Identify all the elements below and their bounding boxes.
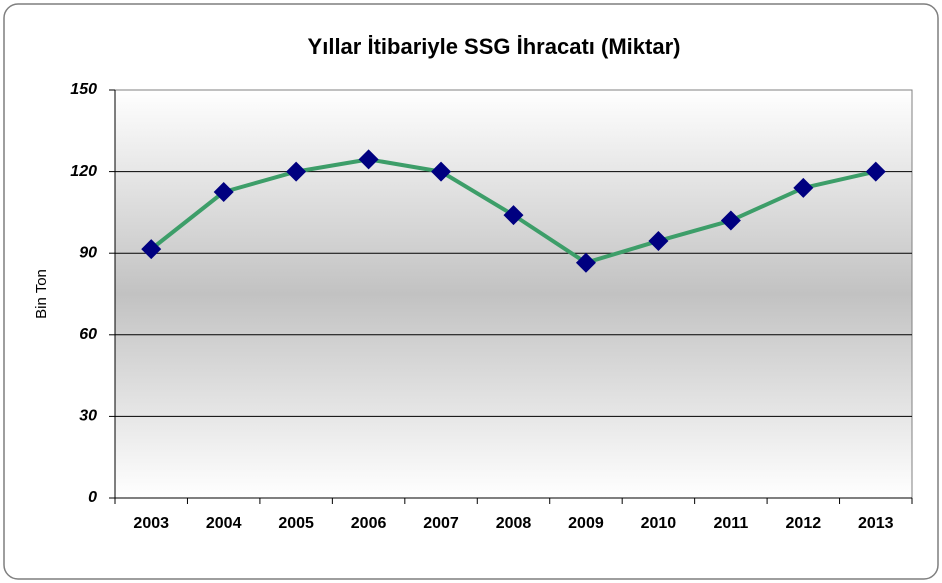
marker <box>286 161 307 182</box>
chart-title: Yıllar İtibariyle SSG İhracatı (Miktar) <box>308 34 681 59</box>
y-tick-label: 150 <box>70 81 97 98</box>
marker <box>575 252 596 273</box>
x-tick-label: 2004 <box>206 515 242 532</box>
marker <box>503 205 524 226</box>
marker <box>720 210 741 231</box>
x-tick-label: 2012 <box>786 515 822 532</box>
y-tick-label: 120 <box>70 163 97 180</box>
x-tick-label: 2010 <box>641 515 677 532</box>
plot-area <box>114 89 913 499</box>
x-tick-label: 2007 <box>423 515 459 532</box>
marker <box>793 177 814 198</box>
x-tick-label: 2006 <box>351 515 387 532</box>
marker <box>865 161 886 182</box>
y-tick-label: 30 <box>79 408 97 425</box>
x-tick-label: 2013 <box>858 515 894 532</box>
x-tick-label: 2008 <box>496 515 532 532</box>
marker <box>431 161 452 182</box>
marker <box>358 149 379 170</box>
x-tick-label: 2005 <box>278 515 314 532</box>
x-tick-label: 2011 <box>714 515 749 532</box>
y-tick-label: 60 <box>79 326 97 343</box>
y-axis-label: Bin Ton <box>33 269 50 319</box>
y-tick-label: 0 <box>88 489 97 506</box>
x-tick-label: 2009 <box>568 515 604 532</box>
x-tick-label: 2003 <box>133 515 169 532</box>
marker <box>648 230 669 251</box>
marker <box>213 182 234 202</box>
marker <box>141 239 162 260</box>
y-tick-label: 90 <box>79 244 97 261</box>
